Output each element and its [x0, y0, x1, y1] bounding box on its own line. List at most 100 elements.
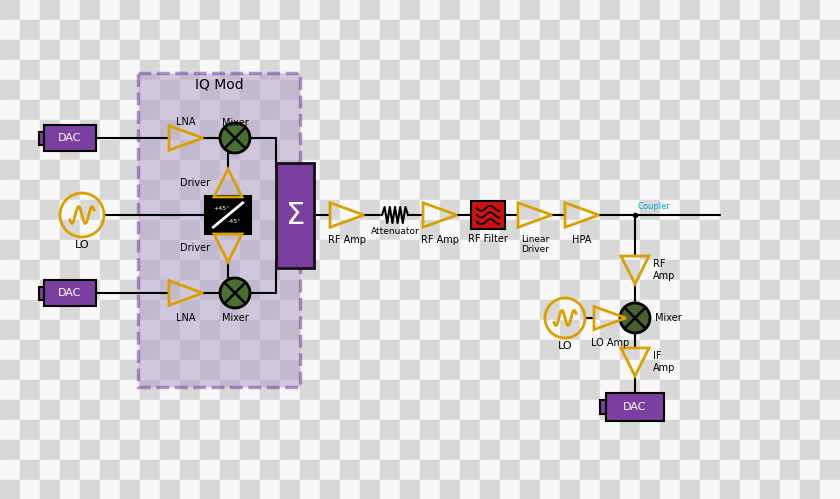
Bar — [660, 420, 680, 440]
Bar — [520, 20, 540, 40]
Bar — [780, 140, 800, 160]
Bar — [80, 480, 100, 499]
Bar — [520, 180, 540, 200]
Bar — [540, 240, 560, 260]
Bar — [100, 160, 120, 180]
Bar — [340, 260, 360, 280]
Bar — [640, 40, 660, 60]
Text: LNA: LNA — [176, 117, 196, 127]
Bar — [700, 120, 720, 140]
Bar — [60, 20, 80, 40]
Bar — [360, 80, 380, 100]
Bar — [100, 200, 120, 220]
Bar — [740, 140, 760, 160]
Bar — [580, 220, 600, 240]
Bar — [720, 400, 740, 420]
Bar — [660, 100, 680, 120]
Bar — [20, 300, 40, 320]
Bar — [760, 140, 780, 160]
Bar — [460, 120, 480, 140]
Bar — [740, 420, 760, 440]
Bar — [200, 240, 220, 260]
Bar — [440, 240, 460, 260]
Bar — [160, 340, 180, 360]
Bar — [760, 240, 780, 260]
Bar — [800, 440, 820, 460]
Bar — [240, 220, 260, 240]
Bar — [420, 200, 440, 220]
Bar — [180, 100, 200, 120]
Bar — [740, 440, 760, 460]
Bar — [520, 360, 540, 380]
Bar — [540, 440, 560, 460]
Bar — [220, 20, 240, 40]
Bar — [100, 60, 120, 80]
Bar — [360, 380, 380, 400]
Bar — [800, 40, 820, 60]
Bar — [320, 320, 340, 340]
Bar — [200, 360, 220, 380]
Bar — [620, 300, 640, 320]
Bar — [100, 20, 120, 40]
Bar — [740, 380, 760, 400]
Bar — [140, 60, 160, 80]
Bar — [380, 200, 400, 220]
Bar — [280, 340, 300, 360]
Bar — [400, 240, 420, 260]
Bar — [620, 400, 640, 420]
Bar — [340, 220, 360, 240]
Bar — [40, 380, 60, 400]
Bar — [660, 200, 680, 220]
Bar — [300, 100, 320, 120]
Bar — [300, 200, 320, 220]
Bar — [460, 400, 480, 420]
Bar — [480, 60, 500, 80]
Bar — [0, 400, 20, 420]
Bar — [20, 240, 40, 260]
Bar — [60, 0, 80, 20]
Bar — [80, 40, 100, 60]
Bar — [100, 120, 120, 140]
Bar — [440, 160, 460, 180]
Bar — [400, 120, 420, 140]
Bar — [400, 320, 420, 340]
Bar — [400, 160, 420, 180]
Bar — [480, 160, 500, 180]
Bar — [340, 340, 360, 360]
Bar — [680, 280, 700, 300]
Bar — [520, 460, 540, 480]
Bar — [460, 220, 480, 240]
Bar — [140, 360, 160, 380]
Bar — [240, 100, 260, 120]
Bar — [240, 400, 260, 420]
Bar — [680, 240, 700, 260]
Bar — [20, 180, 40, 200]
Bar — [40, 100, 60, 120]
Bar — [380, 400, 400, 420]
Bar — [40, 320, 60, 340]
Bar — [320, 400, 340, 420]
Bar — [720, 320, 740, 340]
Bar — [120, 380, 140, 400]
Bar — [700, 100, 720, 120]
Bar — [420, 120, 440, 140]
Bar — [720, 120, 740, 140]
Bar — [680, 60, 700, 80]
Bar — [220, 480, 240, 499]
Bar — [740, 100, 760, 120]
Bar — [0, 160, 20, 180]
Bar — [220, 360, 240, 380]
Bar — [680, 480, 700, 499]
Bar — [600, 300, 620, 320]
Bar — [620, 240, 640, 260]
Bar — [740, 40, 760, 60]
Bar — [760, 200, 780, 220]
Bar — [80, 60, 100, 80]
Bar — [200, 480, 220, 499]
Bar — [40, 440, 60, 460]
Bar — [580, 440, 600, 460]
Bar — [200, 340, 220, 360]
Bar — [720, 80, 740, 100]
Bar — [260, 180, 280, 200]
Bar — [600, 180, 620, 200]
